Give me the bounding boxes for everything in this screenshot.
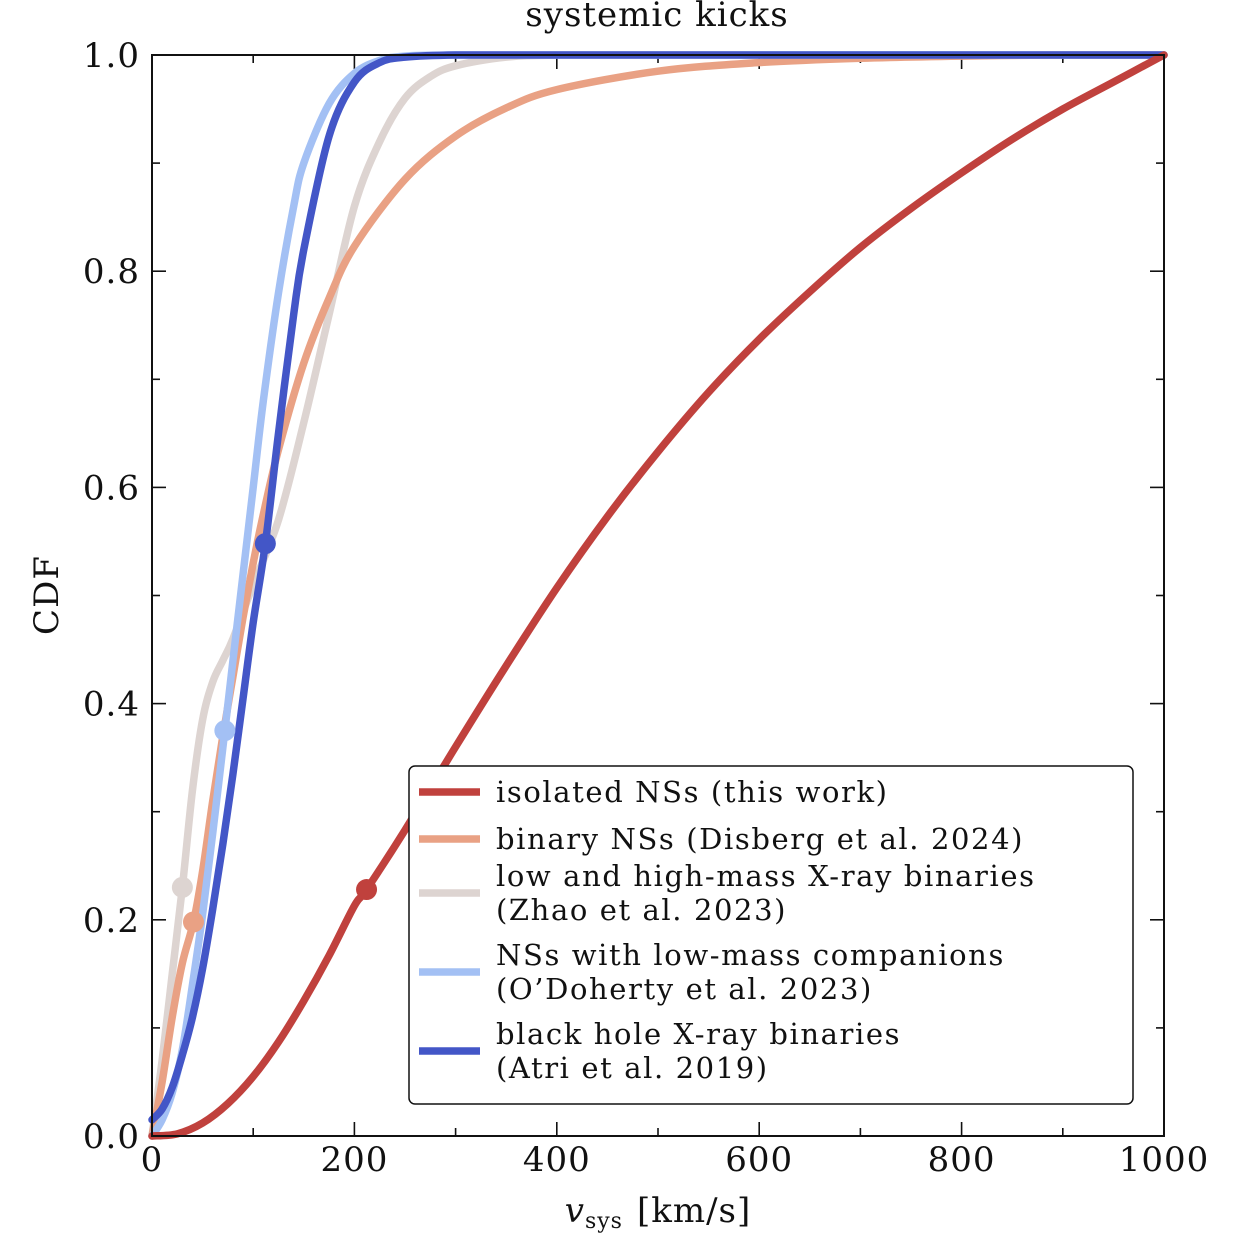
x-tick-label: 1000: [1119, 1140, 1210, 1180]
legend-label: NSs with low-mass companions: [496, 938, 1005, 972]
y-tick-label: 0.4: [83, 685, 140, 725]
legend-label: binary NSs (Disberg et al. 2024): [496, 822, 1024, 856]
legend-label: isolated NSs (this work): [496, 775, 889, 809]
series-marker: [182, 911, 204, 933]
chart-title: systemic kicks: [525, 0, 788, 35]
series-marker: [356, 879, 378, 901]
y-tick-label: 0.6: [83, 468, 140, 508]
legend-frame: [408, 765, 1134, 1105]
x-tick-label: 200: [320, 1140, 388, 1180]
x-axis-unit: [km/s]: [637, 1191, 751, 1231]
plot-markers: [171, 533, 378, 933]
x-axis-subscript: sys: [585, 1209, 623, 1234]
x-axis-var: v: [565, 1191, 585, 1231]
legend-label: black hole X-ray binaries: [496, 1017, 901, 1051]
y-tick-label: 0.2: [83, 901, 140, 941]
series-line: [148, 51, 1168, 1140]
series-marker: [171, 876, 193, 898]
series-marker: [214, 720, 236, 742]
y-axis: 0.0 0.2 0.4 0.6 0.8 1.0: [83, 36, 1164, 1157]
y-tick-label: 1.0: [83, 36, 140, 76]
x-axis: 0 200 400 600 800 1000: [141, 55, 1210, 1180]
y-tick-label: 0.0: [83, 1117, 140, 1157]
x-tick-label: 800: [928, 1140, 996, 1180]
legend-label: (O’Doherty et al. 2023): [496, 972, 873, 1006]
series-line: [148, 51, 1168, 1140]
y-tick-label: 0.8: [83, 252, 140, 292]
x-tick-label: 0: [141, 1140, 164, 1180]
y-axis-title: CDF: [27, 555, 67, 635]
legend-label: (Atri et al. 2019): [496, 1051, 769, 1085]
x-axis-title: vsys [km/s]: [565, 1191, 752, 1234]
x-tick-label: 600: [725, 1140, 793, 1180]
series-marker: [254, 533, 276, 555]
legend-label: (Zhao et al. 2023): [496, 893, 787, 927]
legend: isolated NSs (this work) binary NSs (Disb…: [408, 765, 1134, 1105]
legend-label: low and high-mass X-ray binaries: [496, 859, 1036, 893]
plot-frame: [151, 54, 1165, 1137]
x-tick-label: 400: [523, 1140, 591, 1180]
